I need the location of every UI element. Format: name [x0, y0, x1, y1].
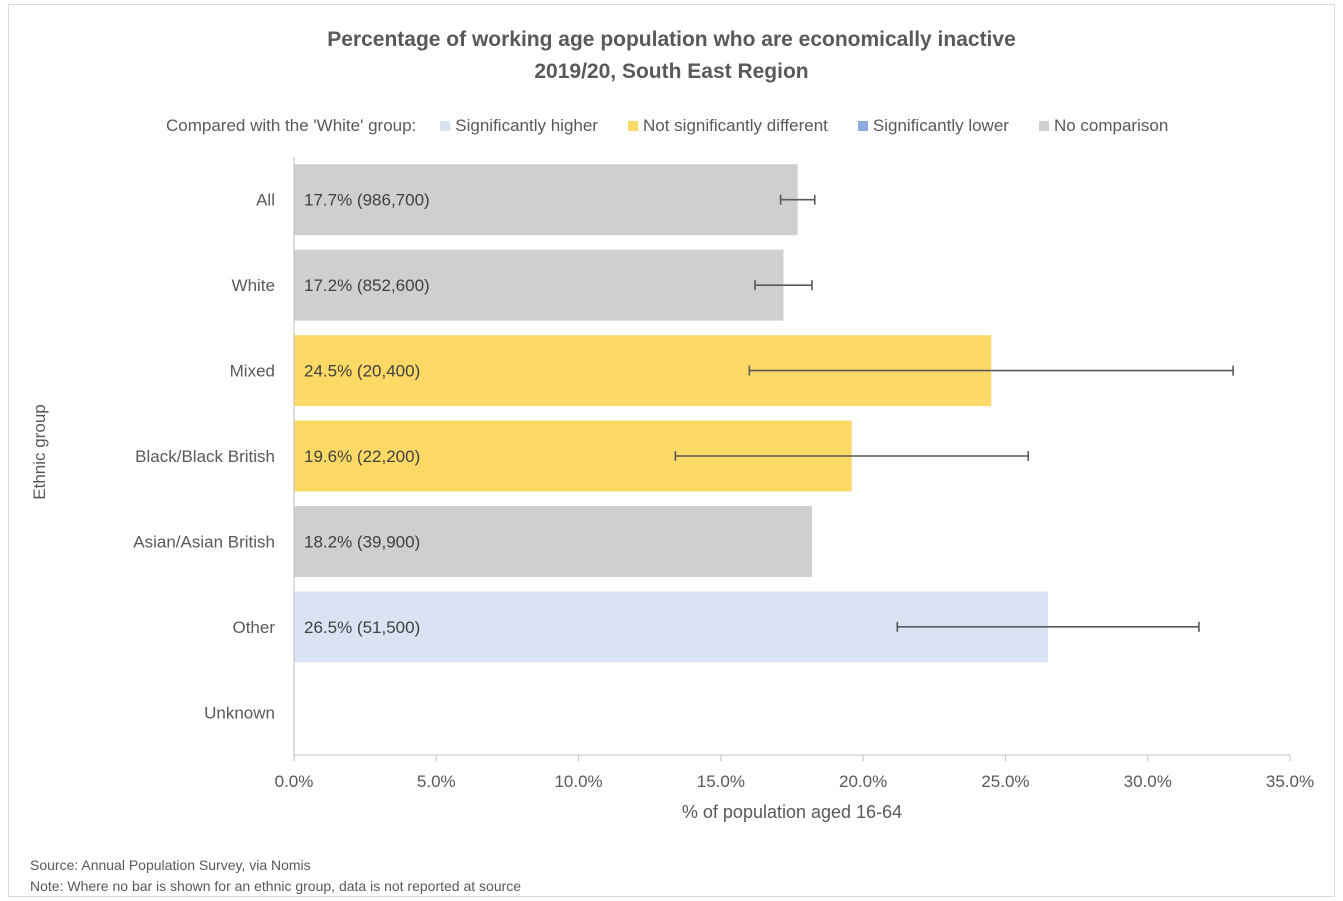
category-label-all: All	[256, 191, 275, 210]
error-bars	[674, 194, 1234, 632]
legend-swatch	[857, 121, 868, 131]
x-tick-label: 25.0%	[981, 772, 1029, 791]
data-label-black-black-british: 19.6% (22,200)	[304, 447, 420, 466]
x-tick-label: 5.0%	[417, 772, 456, 791]
x-axis-label: % of population aged 16-64	[682, 802, 902, 822]
source-note: Source: Annual Population Survey, via No…	[30, 857, 311, 873]
legend-label: Significantly lower	[872, 116, 1009, 135]
x-tick-label: 20.0%	[839, 772, 887, 791]
footnote: Note: Where no bar is shown for an ethni…	[30, 878, 522, 894]
legend-swatch	[440, 121, 451, 131]
chart-title: Percentage of working age population who…	[327, 28, 1016, 51]
x-tick-label: 30.0%	[1124, 772, 1172, 791]
legend-item-no-comparison: No comparison	[1038, 116, 1169, 136]
legend-item-significantly-higher: Significantly higher	[440, 116, 598, 136]
x-tick-label: 15.0%	[697, 772, 745, 791]
category-label-other: Other	[232, 618, 275, 637]
legend-swatch	[627, 121, 638, 131]
category-label-black-black-british: Black/Black British	[135, 447, 275, 466]
data-label-white: 17.2% (852,600)	[304, 276, 430, 295]
data-label-other: 26.5% (51,500)	[304, 618, 420, 637]
data-label-all: 17.7% (986,700)	[304, 191, 430, 210]
bars	[294, 164, 1049, 663]
legend-label: Significantly higher	[455, 116, 598, 135]
category-label-white: White	[232, 276, 275, 295]
category-label-asian-asian-british: Asian/Asian British	[133, 532, 275, 551]
x-tick-label: 10.0%	[554, 772, 602, 791]
bar-all	[294, 164, 798, 236]
legend-title: Compared with the 'White' group:	[166, 116, 417, 135]
y-axis-label: Ethnic group	[30, 404, 49, 499]
x-tick-label: 35.0%	[1266, 772, 1314, 791]
x-tick-label: 0.0%	[275, 772, 314, 791]
legend-item-not-significantly-different: Not significantly different	[627, 116, 828, 136]
data-label-mixed: 24.5% (20,400)	[304, 362, 420, 381]
legend: Compared with the 'White' group: Signifi…	[166, 116, 1168, 136]
axes: 0.0% 5.0% 10.0% 15.0% 20.0% 25.0% 30.0% 35.0%	[275, 157, 1314, 791]
bar-asian-asian-british	[294, 505, 812, 577]
data-labels: 17.7% (986,700) 17.2% (852,600) 24.5% (20,…	[304, 191, 430, 637]
bar-white	[294, 249, 784, 321]
legend-swatch	[1038, 121, 1049, 131]
category-label-unknown: Unknown	[204, 703, 275, 722]
legend-label: No comparison	[1053, 116, 1169, 135]
legend-item-significantly-lower: Significantly lower	[857, 116, 1009, 136]
legend-label: Not significantly different	[642, 116, 828, 135]
category-label-mixed: Mixed	[230, 362, 275, 381]
chart-frame	[8, 4, 1335, 897]
data-label-asian-asian-british: 18.2% (39,900)	[304, 532, 420, 551]
chart-subtitle: 2019/20, South East Region	[534, 60, 809, 83]
category-labels: All White Mixed Black/Black British Asian/As…	[133, 191, 275, 723]
